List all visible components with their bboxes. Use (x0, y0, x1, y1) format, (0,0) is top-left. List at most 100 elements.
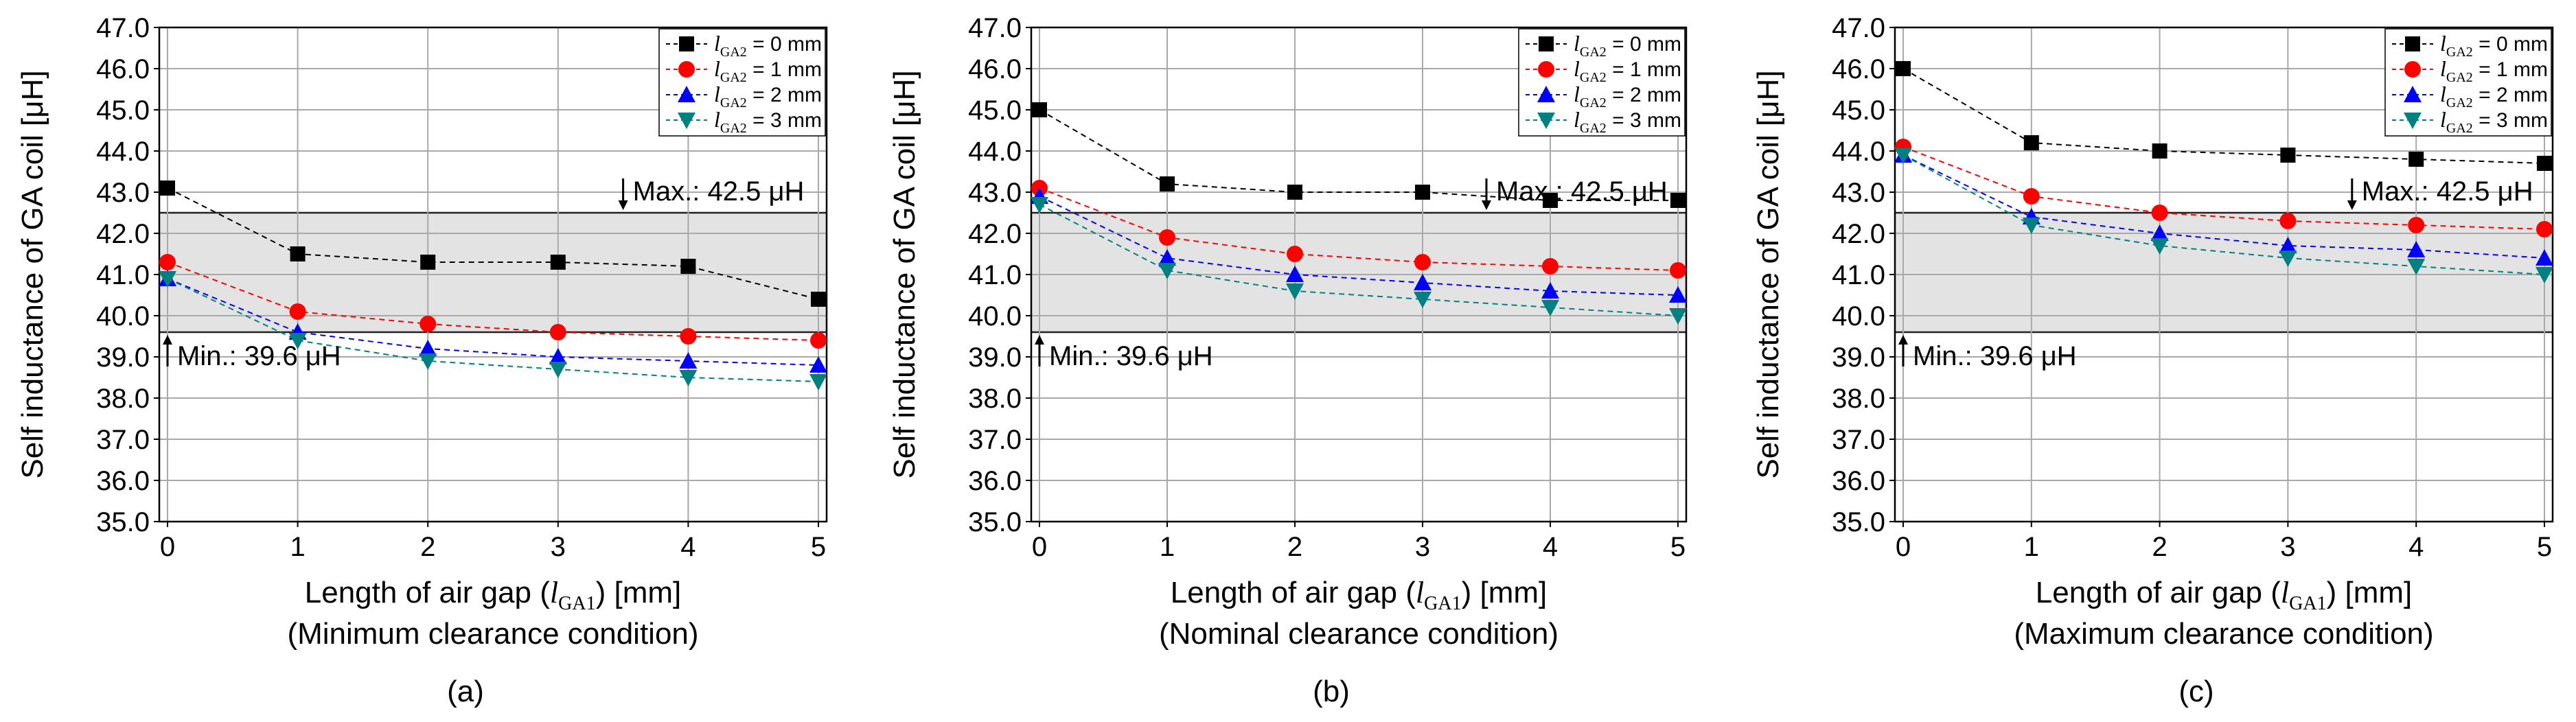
y-tick-label: 38.0 (968, 384, 1022, 414)
y-tick-label: 36.0 (968, 466, 1022, 496)
x-tick-label: 5 (811, 532, 826, 562)
x-tick-label: 4 (1543, 532, 1558, 562)
data-point (1286, 283, 1304, 300)
y-tick-label: 41.0 (968, 260, 1022, 290)
panel-label: (a) (447, 675, 484, 708)
legend-marker (1537, 113, 1555, 129)
data-point (1414, 274, 1431, 290)
data-point (1414, 254, 1431, 270)
max-annotation: Max.: 42.5 μH (633, 176, 805, 207)
y-tick-label: 38.0 (96, 384, 150, 414)
series-line-2 (1039, 196, 1679, 296)
data-point (1032, 102, 1047, 117)
data-point (1286, 266, 1304, 282)
y-axis-label: Self inductance of GA coil [μH] (1751, 70, 1785, 478)
data-point (2408, 217, 2425, 233)
plot-frame (1894, 26, 2554, 523)
data-point (2535, 249, 2553, 266)
y-tick-label: 39.0 (1832, 342, 1885, 373)
data-point (2536, 221, 2553, 237)
data-point (288, 333, 307, 349)
data-point (419, 316, 437, 332)
data-point (1669, 286, 1687, 303)
condition-label: (Nominal clearance condition) (1159, 617, 1559, 651)
legend-marker (2404, 86, 2422, 102)
data-point (1158, 249, 1176, 266)
plot-frame (1030, 26, 1688, 523)
legend-label: lGA2 = 1 mm (2440, 56, 2548, 85)
data-point (1415, 185, 1430, 200)
y-tick-label: 38.0 (1832, 384, 1885, 414)
y-tick-label: 37.0 (968, 425, 1022, 455)
data-point (1669, 308, 1687, 325)
data-point (2151, 205, 2168, 221)
data-point (160, 180, 175, 196)
data-point (289, 303, 306, 320)
data-point (2150, 224, 2169, 241)
y-tick-label: 45.0 (968, 95, 1022, 126)
legend-label: lGA2 = 2 mm (1574, 82, 1681, 110)
y-tick-label: 39.0 (968, 342, 1022, 373)
x-tick-label: 3 (551, 532, 566, 562)
y-tick-label: 44.0 (968, 137, 1022, 167)
legend-label: lGA2 = 3 mm (2440, 107, 2548, 136)
data-point (1543, 193, 1558, 208)
y-tick-label: 35.0 (96, 507, 150, 537)
series-line-0 (1902, 68, 2545, 164)
x-tick-label: 2 (1287, 532, 1302, 562)
panel-label: (c) (2178, 675, 2213, 708)
y-tick-label: 44.0 (96, 137, 150, 167)
legend-marker (1538, 61, 1554, 78)
series-line-0 (1039, 109, 1678, 201)
data-point (290, 246, 306, 261)
condition-label: (Minimum clearance condition) (287, 617, 698, 651)
plot-frame (158, 26, 828, 523)
y-tick-label: 40.0 (1832, 301, 1885, 331)
series-line-3 (1039, 204, 1679, 316)
y-tick-label: 42.0 (968, 219, 1022, 249)
x-tick-label: 1 (2024, 532, 2039, 562)
data-point (2150, 238, 2169, 255)
x-tick-label: 2 (420, 532, 435, 562)
legend-marker (2405, 36, 2420, 51)
panel-label: (b) (1313, 675, 1350, 708)
min-annotation: Min.: 39.6 μH (1913, 341, 2077, 371)
x-tick-label: 1 (1160, 532, 1175, 562)
y-tick-label: 43.0 (1832, 178, 1885, 208)
data-point (2407, 259, 2426, 275)
y-tick-label: 42.0 (96, 219, 150, 249)
data-point (2535, 267, 2553, 283)
series-line-1 (1902, 146, 2545, 230)
data-point (419, 353, 437, 370)
data-point (2408, 152, 2424, 167)
data-point (549, 324, 566, 340)
legend-marker (2404, 61, 2421, 78)
data-point (1670, 262, 1686, 279)
tolerance-band (159, 213, 827, 332)
data-point (1541, 282, 1559, 299)
y-tick-label: 47.0 (968, 13, 1022, 43)
y-tick-label: 36.0 (1832, 466, 1885, 496)
y-axis-label: Self inductance of GA coil [μH] (888, 70, 921, 478)
max-arrow-head (1482, 200, 1491, 210)
legend-marker (679, 36, 694, 51)
min-annotation: Min.: 39.6 μH (177, 341, 341, 371)
y-tick-label: 35.0 (1832, 507, 1885, 537)
y-tick-label: 42.0 (1832, 219, 1885, 249)
panel-b: 35.0 36.0 37.0 38.0 39.0 40.0 41.0 42.0 43.0 44.0… (888, 13, 1688, 708)
y-tick-label: 44.0 (1832, 137, 1885, 167)
y-tick-label: 43.0 (968, 178, 1022, 208)
y-tick-label: 46.0 (968, 54, 1022, 84)
min-arrow-head (1898, 335, 1908, 345)
y-tick-label: 46.0 (1832, 54, 1885, 84)
data-point (1287, 246, 1303, 262)
data-point (1158, 263, 1176, 279)
data-point (2279, 213, 2297, 229)
legend-marker (678, 61, 695, 78)
min-annotation: Min.: 39.6 μH (1049, 341, 1213, 371)
series-line-3 (1902, 154, 2545, 275)
legend-marker (2404, 113, 2422, 129)
data-point (1670, 193, 1686, 208)
data-point (549, 348, 567, 364)
